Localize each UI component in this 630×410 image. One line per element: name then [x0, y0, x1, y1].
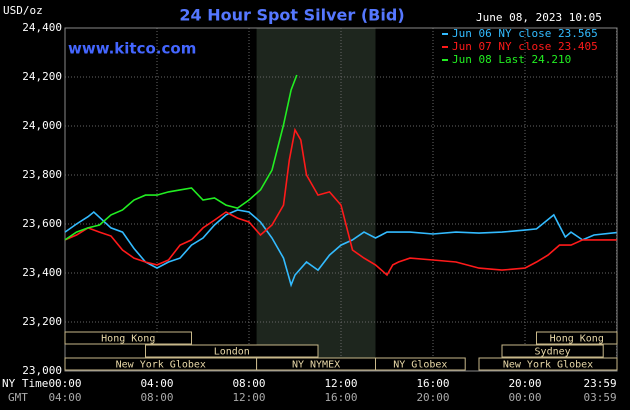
gmt-tick-label: 00:00 [508, 391, 541, 404]
series-line [64, 127, 617, 277]
session-label: Hong Kong [550, 334, 604, 345]
gmt-tick-label: 08:00 [140, 391, 173, 404]
session-label: NY Globex [393, 360, 447, 371]
timestamp: June 08, 2023 10:05 [476, 11, 602, 24]
x-tick-label: 23:59 [583, 377, 616, 390]
gmt-tick-label: 20:00 [416, 391, 449, 404]
x-row-label: NY Time [2, 377, 48, 390]
session-bar [145, 344, 319, 358]
legend-label: Jun 06 NY close 23.565 [452, 27, 598, 40]
session-label: NY NYMEX [292, 360, 340, 371]
y-tick-label: 23,600 [22, 217, 62, 230]
session-bar [478, 357, 618, 371]
x-tick-label: 08:00 [232, 377, 265, 390]
y-tick-label: 23,800 [22, 168, 62, 181]
gmt-tick-label: 16:00 [324, 391, 357, 404]
gmt-tick-label: 12:00 [232, 391, 265, 404]
x-tick-label: 04:00 [140, 377, 173, 390]
session-label: New York Globex [503, 360, 593, 371]
y-tick-label: 24,000 [22, 119, 62, 132]
session-bar [501, 344, 604, 358]
y-tick-label: 23,000 [22, 364, 62, 377]
y-tick-label: 23,200 [22, 315, 62, 328]
y-tick-label: 24,200 [22, 70, 62, 83]
y-axis-label: USD/oz [3, 4, 43, 17]
session-label: Hong Kong [101, 334, 155, 345]
chart-title: 24 Hour Spot Silver (Bid) [179, 6, 404, 25]
x-row-label: GMT [8, 391, 28, 404]
session-label: New York Globex [116, 360, 206, 371]
legend-label: Jun 07 NY close 23.405 [452, 40, 598, 53]
session-bar [536, 331, 618, 345]
legend-label: Jun 08 Last 24.210 [452, 53, 571, 66]
x-tick-label: 20:00 [508, 377, 541, 390]
gmt-tick-label: 03:59 [583, 391, 616, 404]
gmt-tick-label: 04:00 [48, 391, 81, 404]
subtitle: www.kitco.com [68, 40, 196, 58]
x-tick-label: 00:00 [48, 377, 81, 390]
y-tick-label: 23,400 [22, 266, 62, 279]
session-bar [375, 357, 466, 371]
x-tick-label: 12:00 [324, 377, 357, 390]
plot-border [64, 27, 618, 372]
shaded-region [256, 28, 376, 371]
series-line [64, 74, 298, 241]
session-label: Sydney [535, 347, 571, 358]
y-tick-label: 24,400 [22, 21, 62, 34]
session-label: London [214, 347, 250, 358]
x-tick-label: 16:00 [416, 377, 449, 390]
session-bar [64, 331, 192, 345]
